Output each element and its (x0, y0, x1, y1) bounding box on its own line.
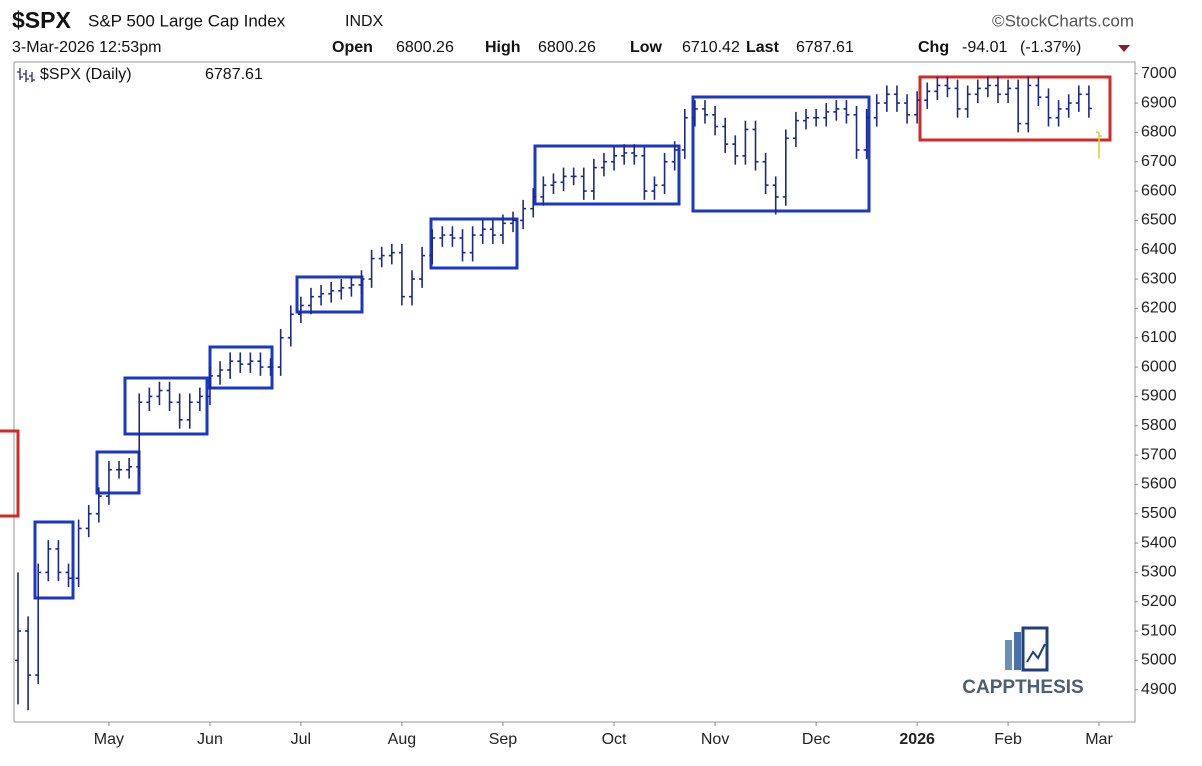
x-tick-label: Aug (388, 731, 416, 748)
quote-value: (-1.37%) (1020, 39, 1081, 56)
range-box (429, 217, 519, 270)
y-tick-label: 5700 (1141, 446, 1177, 463)
annotation-boxes (0, 75, 1112, 600)
plot-frame (13, 61, 1136, 723)
y-tick-label: 6900 (1141, 94, 1177, 111)
y-tick-label: 6500 (1141, 212, 1177, 229)
y-tick-label: 5800 (1141, 417, 1177, 434)
y-tick-label: 6300 (1141, 270, 1177, 287)
legend: $SPX (Daily) 6787.61 (17, 66, 263, 83)
quote-label: Last (746, 39, 780, 56)
y-tick-label: 6100 (1141, 329, 1177, 346)
legend-icon (17, 68, 35, 82)
y-tick-label: 4900 (1141, 681, 1177, 698)
y-tick-label: 6800 (1141, 124, 1177, 141)
down-arrow (1118, 45, 1130, 52)
range-box (33, 520, 75, 600)
y-tick-label: 5000 (1141, 652, 1177, 669)
x-tick-label: Mar (1085, 731, 1113, 748)
range-box (0, 429, 20, 518)
x-tick-label: 2026 (899, 731, 935, 748)
y-tick-label: 6600 (1141, 182, 1177, 199)
range-box (691, 95, 871, 213)
y-tick-label: 5400 (1141, 534, 1177, 551)
y-tick-label: 6700 (1141, 153, 1177, 170)
y-tick-label: 5300 (1141, 564, 1177, 581)
range-box (533, 144, 681, 206)
y-tick-label: 5500 (1141, 505, 1177, 522)
range-box (123, 376, 209, 436)
watermark-text: CAPPTHESIS (962, 677, 1083, 698)
legend-value: 6787.61 (205, 66, 263, 83)
y-tick-label: 5600 (1141, 476, 1177, 493)
quote-value: 6800.26 (396, 39, 454, 56)
range-box (295, 275, 364, 314)
timestamp: 3-Mar-2026 12:53pm (12, 39, 161, 56)
logo-bar (1014, 632, 1021, 670)
logo-line (1026, 643, 1046, 663)
quote-label: High (485, 39, 521, 56)
watermark: CAPPTHESIS (962, 626, 1084, 698)
x-tick-label: Jul (291, 731, 311, 748)
x-tick-label: Jun (197, 731, 223, 748)
logo-frame (1021, 626, 1049, 672)
quote-value: 6787.61 (796, 39, 854, 56)
logo-bar (1005, 640, 1012, 670)
chart-title: $SPX (12, 7, 71, 33)
x-tick-label: Oct (602, 731, 627, 748)
x-tick-label: Dec (802, 731, 830, 748)
y-tick-label: 6200 (1141, 300, 1177, 317)
quote-value: 6710.42 (682, 39, 740, 56)
y-tick-label: 7000 (1141, 65, 1177, 82)
source: ©StockCharts.com (992, 11, 1134, 30)
legend-label: $SPX (Daily) (40, 66, 132, 83)
quote-label: Chg (918, 39, 949, 56)
y-tick-label: 5100 (1141, 622, 1177, 639)
x-tick-label: May (94, 731, 124, 748)
quote-label: Low (630, 39, 663, 56)
y-tick-label: 5900 (1141, 388, 1177, 405)
chart-subtitle: S&P 500 Large Cap Index (88, 11, 286, 30)
quote-value: -94.01 (962, 39, 1007, 56)
y-tick-label: 5200 (1141, 593, 1177, 610)
x-tick-label: Nov (701, 731, 729, 748)
x-tick-label: Feb (994, 731, 1022, 748)
quote-value: 6800.26 (538, 39, 596, 56)
price-bars (15, 76, 1102, 711)
x-tick-label: Sep (489, 731, 518, 748)
y-tick-label: 6000 (1141, 358, 1177, 375)
quote-label: Open (332, 39, 373, 56)
y-tick-label: 6400 (1141, 241, 1177, 258)
exchange: INDX (345, 13, 384, 30)
range-box (918, 75, 1112, 142)
